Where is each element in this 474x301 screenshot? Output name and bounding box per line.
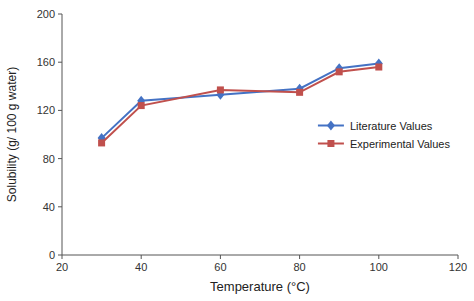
y-tick — [58, 158, 62, 159]
y-tick — [58, 110, 62, 111]
x-axis-line — [62, 255, 458, 256]
x-tick-label: 120 — [449, 261, 467, 273]
y-tick-label: 0 — [49, 249, 55, 261]
series-marker — [98, 139, 105, 146]
x-tick-label: 20 — [56, 261, 68, 273]
legend-marker — [327, 140, 334, 147]
series — [98, 58, 383, 143]
legend-marker — [327, 121, 335, 131]
y-tick-label: 40 — [43, 201, 55, 213]
series-line — [102, 63, 379, 138]
y-tick-label: 80 — [43, 153, 55, 165]
y-axis-line — [62, 14, 63, 255]
legend: Literature Values Experimental Values — [318, 120, 451, 150]
series-marker — [296, 89, 303, 96]
y-tick — [58, 62, 62, 63]
y-tick — [58, 14, 62, 15]
y-tick — [58, 255, 62, 256]
legend-label: Experimental Values — [350, 138, 451, 150]
series-marker — [375, 64, 382, 71]
series-marker — [138, 102, 145, 109]
x-tick — [299, 255, 300, 259]
x-tick-label: 100 — [370, 261, 388, 273]
axes: 20 40 60 80 100 120 0 40 80 120 160 200 — [37, 8, 468, 273]
legend-label: Literature Values — [350, 120, 433, 132]
x-tick-label: 60 — [214, 261, 226, 273]
series — [98, 64, 382, 147]
y-tick-label: 200 — [37, 8, 55, 20]
chart: 20 40 60 80 100 120 0 40 80 120 160 200 Temperature … — [0, 0, 474, 301]
plot-area — [98, 58, 383, 146]
x-tick — [62, 255, 63, 259]
y-axis-label: Solubility (g/ 100 g water) — [5, 67, 19, 202]
y-tick — [58, 206, 62, 207]
series-marker — [217, 86, 224, 93]
series-line — [102, 67, 379, 143]
series-marker — [336, 68, 343, 75]
x-tick-label: 40 — [135, 261, 147, 273]
y-tick-label: 120 — [37, 104, 55, 116]
x-tick — [220, 255, 221, 259]
y-tick-label: 160 — [37, 56, 55, 68]
x-tick-label: 80 — [293, 261, 305, 273]
x-tick — [141, 255, 142, 259]
x-axis-label: Temperature (°C) — [210, 279, 310, 294]
x-tick — [378, 255, 379, 259]
x-tick — [458, 255, 459, 259]
